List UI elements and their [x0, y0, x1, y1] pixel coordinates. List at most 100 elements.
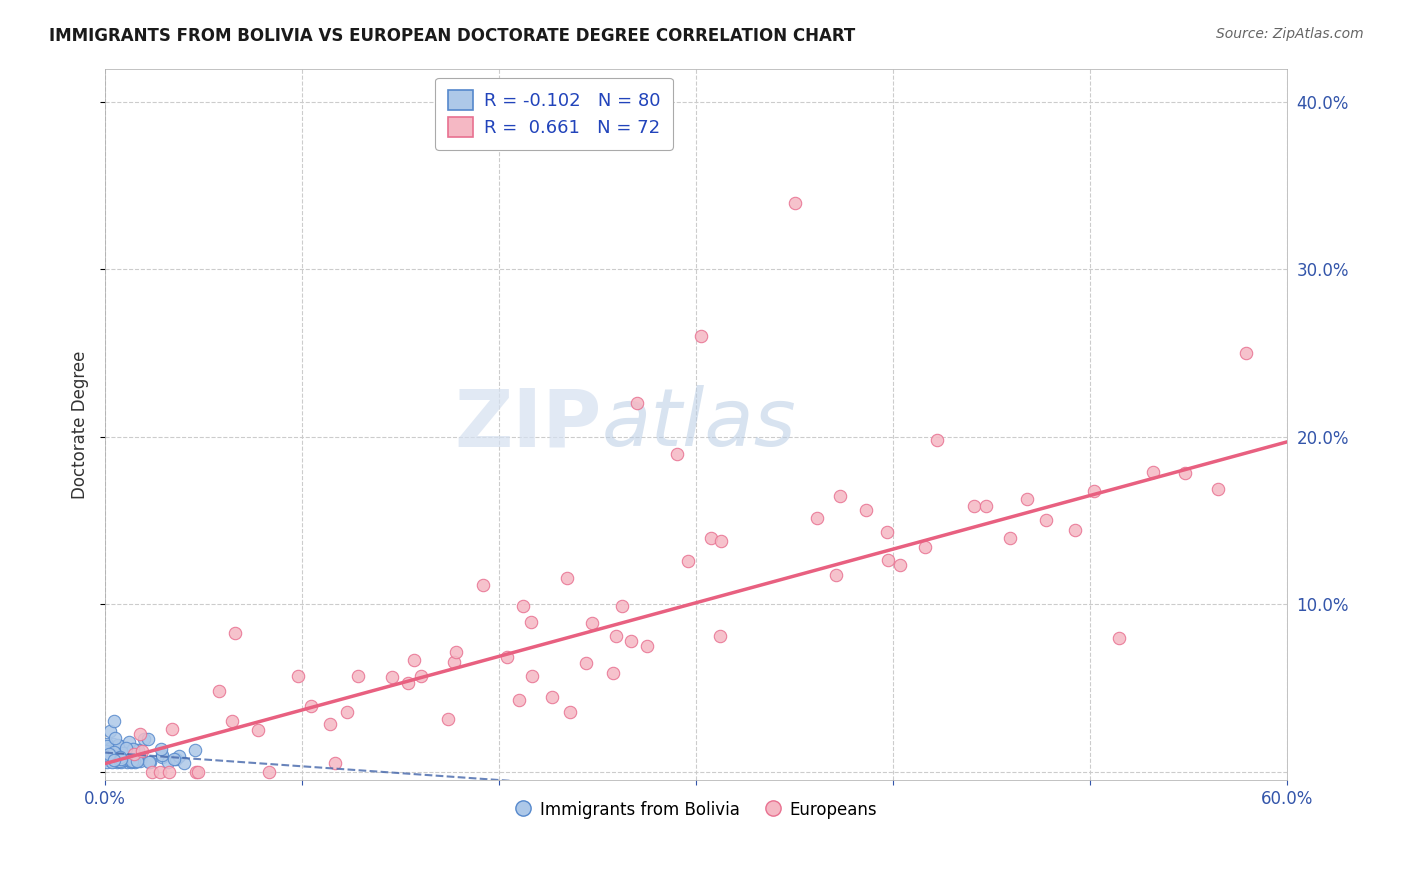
Point: [100, 755, 122, 769]
Point: [605, 630, 627, 644]
Point: [184, 743, 207, 757]
Point: [336, 705, 359, 719]
Point: [381, 670, 404, 684]
Point: [94, 744, 117, 758]
Point: [173, 756, 195, 771]
Point: [963, 500, 986, 514]
Point: [167, 749, 190, 764]
Point: [114, 746, 136, 760]
Point: [110, 752, 132, 766]
Point: [111, 753, 134, 767]
Point: [120, 756, 142, 770]
Point: [127, 754, 149, 768]
Point: [974, 499, 997, 513]
Point: [636, 639, 658, 653]
Point: [157, 755, 180, 769]
Point: [118, 735, 141, 749]
Point: [107, 738, 129, 752]
Point: [129, 726, 152, 740]
Point: [710, 533, 733, 548]
Point: [496, 650, 519, 665]
Point: [100, 741, 122, 756]
Point: [121, 742, 143, 756]
Point: [105, 742, 128, 756]
Point: [443, 655, 465, 669]
Point: [1174, 467, 1197, 481]
Point: [111, 746, 134, 760]
Point: [876, 553, 898, 567]
Point: [560, 706, 582, 720]
Point: [96, 755, 118, 769]
Point: [541, 690, 564, 705]
Point: [299, 699, 322, 714]
Point: [103, 745, 125, 759]
Point: [108, 750, 131, 764]
Point: [103, 752, 125, 766]
Point: [96, 753, 118, 767]
Text: Source: ZipAtlas.com: Source: ZipAtlas.com: [1216, 27, 1364, 41]
Point: [224, 626, 246, 640]
Point: [111, 750, 134, 764]
Point: [129, 751, 152, 765]
Point: [165, 752, 187, 766]
Point: [115, 741, 138, 756]
Point: [1035, 512, 1057, 526]
Point: [437, 712, 460, 726]
Point: [104, 740, 127, 755]
Point: [127, 753, 149, 767]
Point: [128, 754, 150, 768]
Text: ZIP: ZIP: [454, 385, 602, 464]
Point: [325, 756, 347, 771]
Point: [103, 753, 125, 767]
Point: [207, 683, 229, 698]
Point: [1083, 483, 1105, 498]
Point: [103, 714, 125, 728]
Point: [519, 615, 541, 629]
Point: [319, 716, 342, 731]
Point: [136, 731, 159, 746]
Point: [1142, 465, 1164, 479]
Point: [110, 754, 132, 768]
Point: [157, 764, 180, 779]
Point: [110, 755, 132, 769]
Point: [700, 532, 723, 546]
Point: [141, 764, 163, 779]
Point: [107, 750, 129, 764]
Point: [998, 531, 1021, 545]
Point: [689, 329, 711, 343]
Point: [97, 748, 120, 763]
Point: [402, 653, 425, 667]
Point: [160, 722, 183, 736]
Point: [396, 676, 419, 690]
Point: [855, 503, 877, 517]
Point: [555, 570, 578, 584]
Point: [96, 739, 118, 754]
Point: [108, 750, 131, 764]
Point: [612, 599, 634, 613]
Point: [103, 753, 125, 767]
Point: [124, 743, 146, 757]
Point: [1017, 492, 1039, 507]
Point: [105, 755, 128, 769]
Point: [150, 750, 173, 764]
Point: [678, 554, 700, 568]
Point: [257, 764, 280, 779]
Point: [124, 747, 146, 762]
Point: [149, 764, 172, 779]
Point: [828, 489, 851, 503]
Point: [1206, 482, 1229, 496]
Point: [247, 723, 270, 738]
Point: [111, 740, 134, 755]
Point: [221, 714, 243, 729]
Point: [131, 744, 153, 758]
Point: [105, 748, 128, 763]
Point: [1234, 346, 1257, 360]
Point: [120, 754, 142, 768]
Point: [575, 657, 598, 671]
Point: [914, 540, 936, 554]
Point: [97, 744, 120, 758]
Point: [107, 754, 129, 768]
Point: [925, 433, 948, 447]
Point: [122, 741, 145, 756]
Point: [785, 195, 807, 210]
